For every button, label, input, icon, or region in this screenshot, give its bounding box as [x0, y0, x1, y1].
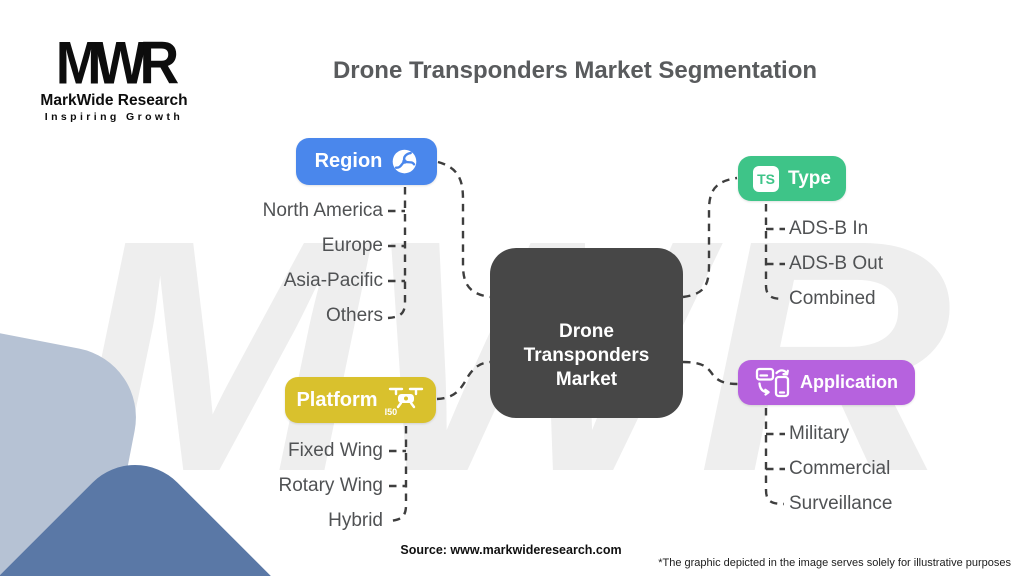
leaf-application-1: Military	[789, 423, 850, 444]
leaf-type-1: ADS-B In	[789, 218, 869, 239]
branch-stubs-type	[766, 227, 785, 266]
connector-application-center	[682, 360, 739, 386]
category-type-label: Type	[788, 167, 831, 189]
leaf-region-3: Asia-Pacific	[283, 270, 383, 291]
branch-stubs-platform	[389, 449, 406, 488]
branch-line-type	[764, 204, 785, 301]
leaf-application-2: Commercial	[789, 458, 891, 479]
source-text: Source: www.markwideresearch.com	[400, 543, 622, 557]
disclaimer-text: *The graphic depicted in the image serve…	[658, 557, 1011, 569]
branch-line-platform	[388, 426, 408, 523]
center-node: Drone Transponders Market	[490, 248, 683, 418]
device-sync-icon	[755, 367, 790, 397]
branch-stubs-application	[766, 432, 785, 471]
logo-tagline: Inspiring Growth	[44, 111, 184, 124]
branch-line-application	[764, 408, 785, 506]
connector-region-center	[437, 160, 491, 299]
corner-shape-light	[0, 297, 136, 576]
logo-monogram: MWR	[55, 28, 179, 97]
branch-stubs-region	[388, 209, 405, 283]
center-node-label: Drone Transponders Market	[523, 321, 650, 390]
leaf-platform-1: Fixed Wing	[287, 440, 383, 461]
leaf-region-2: Europe	[321, 235, 383, 256]
leaf-type-2: ADS-B Out	[789, 253, 883, 274]
leaf-application-3: Surveillance	[789, 493, 893, 514]
category-application-label: Application	[800, 372, 898, 392]
leaf-region-4: Others	[325, 305, 383, 326]
category-platform: Platform I50	[285, 377, 436, 423]
globe-icon	[393, 149, 417, 174]
category-application: Application	[738, 360, 915, 405]
logo-company-name: MarkWide Research	[40, 92, 188, 110]
drone-icon: I50	[384, 384, 425, 417]
leaf-region-1: North America	[262, 200, 383, 221]
category-platform-label: Platform	[296, 388, 378, 411]
category-region-label: Region	[314, 150, 383, 172]
category-region: Region	[296, 138, 437, 185]
leaf-platform-3: Hybrid	[328, 510, 383, 531]
leaf-type-3: Combined	[789, 288, 876, 309]
markwide-logo: MWR MarkWide Research Inspiring Growth	[30, 28, 198, 124]
category-type: TS Type	[738, 156, 846, 201]
ts-badge-icon: TS	[753, 165, 780, 192]
connector-type-center	[682, 176, 738, 299]
branch-line-region	[387, 187, 407, 320]
page-title: Drone Transponders Market Segmentation	[332, 57, 818, 84]
leaf-platform-2: Rotary Wing	[278, 475, 383, 496]
connector-platform-center	[436, 360, 491, 401]
drone-icon-label: I50	[384, 407, 398, 417]
